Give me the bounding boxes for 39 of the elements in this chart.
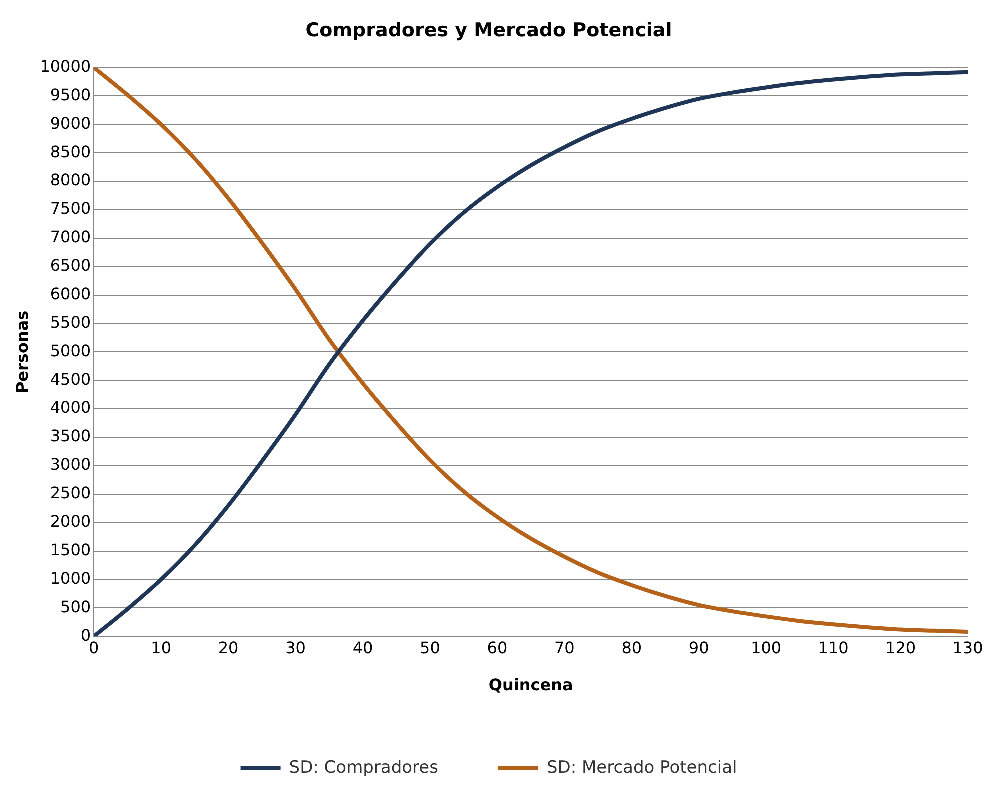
- legend-label: SD: Compradores: [289, 758, 439, 778]
- x-tick-label: 20: [218, 638, 239, 658]
- y-tick-label: 1500: [50, 540, 92, 560]
- x-axis-title: Quincena: [488, 676, 574, 695]
- y-tick-label: 7500: [50, 199, 92, 218]
- y-tick-label: 6000: [50, 284, 92, 304]
- chart-title: Compradores y Mercado Potencial: [306, 19, 672, 42]
- y-tick-label: 9000: [50, 114, 92, 133]
- x-tick-label: 40: [352, 638, 374, 658]
- x-tick-label: 80: [622, 638, 642, 658]
- x-tick-label: 10: [151, 638, 172, 658]
- y-tick-label: 2500: [50, 484, 92, 503]
- y-tick-label: 2000: [50, 512, 92, 531]
- y-tick-label: 4500: [50, 370, 92, 389]
- y-tick-label: 5500: [50, 312, 92, 332]
- y-axis-title: Personas: [12, 310, 32, 394]
- x-tick-label: 130: [952, 638, 984, 658]
- y-tick-label: 8500: [50, 142, 92, 162]
- x-tick-label: 60: [487, 638, 508, 658]
- x-tick-label: 70: [554, 638, 575, 658]
- y-tick-label: 5000: [50, 341, 92, 360]
- x-tick-label: 50: [420, 638, 440, 658]
- y-tick-label: 3500: [50, 426, 92, 446]
- x-tick-label: 90: [688, 638, 710, 658]
- y-tick-label: 1000: [50, 568, 92, 588]
- y-tick-label: 7000: [50, 228, 92, 247]
- y-tick-label: 6500: [50, 256, 92, 276]
- y-tick-label: 9500: [50, 85, 92, 104]
- y-tick-label: 10000: [40, 56, 92, 76]
- x-tick-label: 100: [751, 638, 782, 658]
- y-tick-label: 8000: [50, 170, 92, 190]
- x-tick-label: 120: [886, 638, 916, 658]
- y-tick-label: 500: [60, 597, 92, 616]
- y-tick-label: 4000: [50, 398, 92, 418]
- y-tick-label: 3000: [50, 455, 92, 474]
- x-tick-label: 30: [286, 638, 306, 658]
- legend-label: SD: Mercado Potencial: [546, 758, 738, 778]
- x-tick-label: 110: [818, 638, 849, 658]
- y-tick-label: 0: [80, 626, 92, 645]
